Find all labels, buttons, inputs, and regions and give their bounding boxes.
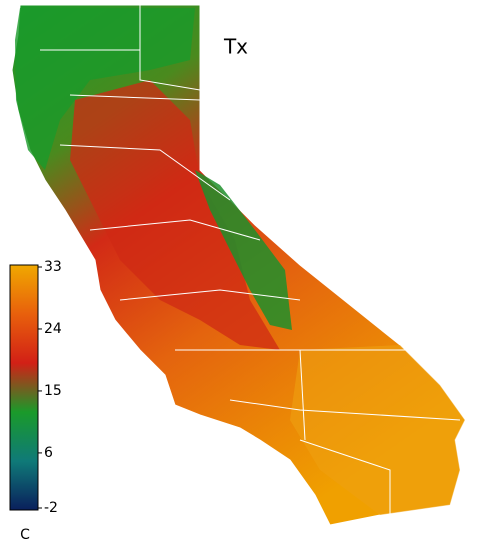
tick-label: 6 [44,445,53,461]
desert [290,345,465,515]
north-coast [15,8,195,170]
county-lines [40,5,461,515]
sierra-nevada [195,170,292,330]
central-valley [70,80,280,350]
county-line [59,144,231,201]
county-line [119,289,301,301]
tick-label: -2 [44,500,58,516]
county-line [69,94,201,101]
colorbar: C -2 6 15 24 33 [9,259,62,543]
california [11,4,466,526]
tick-label: 33 [44,259,62,275]
county-line [89,219,261,241]
county-line [229,399,461,421]
county-line [139,5,201,91]
tick-label: 15 [44,383,62,399]
map-title: Tx [223,35,248,59]
county-line [299,439,391,515]
county-line [299,349,306,441]
colorbar-ramp [9,264,39,511]
colorbar-unit: C [20,527,30,543]
tick-label: 24 [44,321,62,337]
